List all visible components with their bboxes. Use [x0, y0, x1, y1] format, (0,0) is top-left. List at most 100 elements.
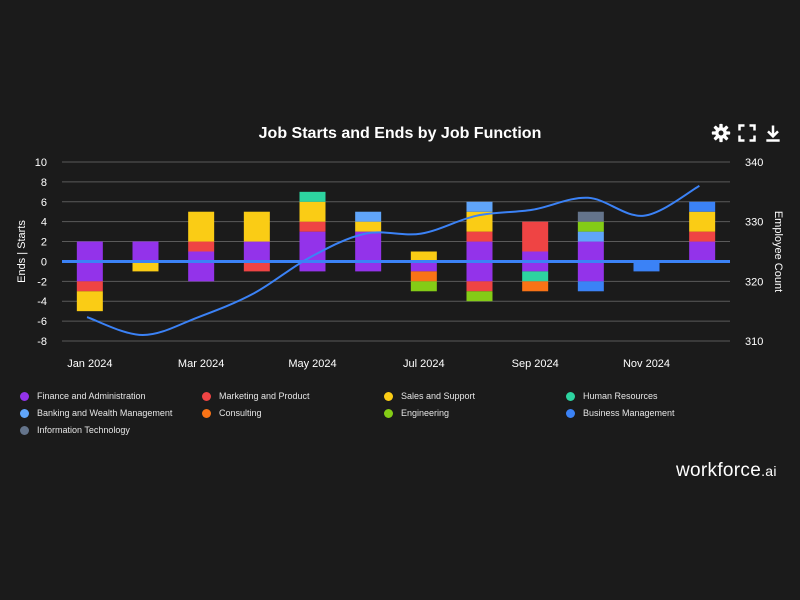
bar-segment[interactable] [188, 241, 215, 252]
bar-segment[interactable] [299, 221, 326, 232]
bar-segment[interactable] [466, 201, 493, 212]
bar-segment[interactable] [76, 261, 103, 282]
legend-item[interactable]: Banking and Wealth Management [20, 407, 202, 419]
legend-label: Finance and Administration [37, 391, 146, 401]
bar-segment[interactable] [577, 231, 604, 242]
brand-logo: workforce.ai [676, 460, 777, 482]
bar-segment[interactable] [76, 241, 103, 262]
y-tick-label: 2 [41, 237, 47, 249]
bar-segment[interactable] [466, 291, 493, 302]
legend-item[interactable]: Business Management [566, 407, 748, 419]
bar-segment[interactable] [355, 261, 382, 272]
y-tick-label: 4 [41, 217, 47, 229]
bar-segment[interactable] [299, 201, 326, 222]
bar-segment[interactable] [577, 211, 604, 222]
download-icon [766, 125, 780, 142]
bar-segment[interactable] [410, 251, 437, 262]
bar-segment[interactable] [577, 261, 604, 282]
legend-item[interactable]: Human Resources [566, 390, 748, 402]
legend-swatch [566, 408, 575, 418]
bar-segment[interactable] [522, 221, 549, 252]
y2-tick-label: 310 [745, 336, 763, 348]
legend-item[interactable]: Engineering [384, 407, 566, 419]
legend-swatch [566, 391, 575, 401]
bar-segment[interactable] [243, 241, 270, 262]
bar-segment[interactable] [689, 241, 716, 262]
bar-segment[interactable] [577, 281, 604, 292]
bar-segment[interactable] [522, 251, 549, 262]
fullscreen-icon [738, 124, 756, 142]
bar-segment[interactable] [689, 201, 716, 212]
bar-segment[interactable] [466, 261, 493, 282]
y-tick-label: 8 [41, 177, 47, 189]
y-tick-label: -8 [37, 336, 47, 348]
fullscreen-button[interactable] [736, 122, 758, 144]
settings-button[interactable] [710, 122, 732, 144]
x-tick-label: Sep 2024 [512, 358, 559, 370]
legend-item[interactable]: Finance and Administration [20, 390, 202, 402]
bar-segment[interactable] [355, 231, 382, 262]
y-tick-label: -2 [37, 276, 47, 288]
bar-segment[interactable] [522, 271, 549, 282]
legend-swatch [20, 425, 29, 435]
bar-segment[interactable] [577, 221, 604, 232]
bar-segment[interactable] [355, 221, 382, 232]
bar-segment[interactable] [410, 281, 437, 292]
bar-segment[interactable] [689, 211, 716, 232]
bar-segment[interactable] [132, 241, 159, 262]
y2-tick-label: 330 [745, 217, 763, 229]
y-tick-label: 6 [41, 197, 47, 209]
employee-count-line[interactable] [86, 184, 700, 337]
bar-segment[interactable] [522, 261, 549, 272]
x-tick-label: Mar 2024 [178, 358, 224, 370]
bar-segment[interactable] [299, 191, 326, 202]
legend-label: Information Technology [37, 425, 130, 435]
brand-suffix: .ai [761, 463, 777, 479]
y-tick-label: -4 [37, 296, 47, 308]
legend-label: Sales and Support [401, 391, 476, 401]
y-tick-label: 10 [35, 157, 47, 169]
legend-item[interactable]: Marketing and Product [202, 390, 384, 402]
bar-segment[interactable] [466, 281, 493, 292]
legend-swatch [202, 408, 211, 418]
legend-item[interactable]: Consulting [202, 407, 384, 419]
bar-segment[interactable] [76, 281, 103, 292]
legend-label: Consulting [219, 408, 262, 418]
bar-segment[interactable] [243, 261, 270, 272]
legend-item[interactable]: Information Technology [20, 424, 202, 436]
x-tick-label: Jan 2024 [67, 358, 112, 370]
legend-swatch [384, 408, 393, 418]
bar-segment[interactable] [299, 261, 326, 272]
legend-swatch [384, 391, 393, 401]
bar-segment[interactable] [355, 211, 382, 222]
bar-segment[interactable] [633, 261, 660, 272]
bar-segment[interactable] [466, 241, 493, 262]
bar-segment[interactable] [76, 291, 103, 312]
legend-swatch [20, 391, 29, 401]
bar-segment[interactable] [243, 211, 270, 242]
y2-tick-label: 340 [745, 157, 763, 169]
legend-label: Banking and Wealth Management [37, 408, 173, 418]
y-tick-label: 0 [41, 256, 47, 268]
legend-swatch [202, 391, 211, 401]
legend-item[interactable]: Sales and Support [384, 390, 566, 402]
bar-segment[interactable] [188, 211, 215, 242]
bar-segment[interactable] [410, 271, 437, 282]
bar-segment[interactable] [689, 231, 716, 242]
y-axis-title: Ends | Starts [16, 220, 28, 283]
bar-segment[interactable] [410, 261, 437, 272]
chart-title: Job Starts and Ends by Job Function [259, 125, 542, 142]
bar-segment[interactable] [132, 261, 159, 272]
legend-swatch [20, 408, 29, 418]
gear-icon [711, 123, 731, 143]
y2-axis-title: Employee Count [772, 211, 784, 292]
bar-segment[interactable] [577, 241, 604, 262]
legend-label: Human Resources [583, 391, 658, 401]
download-button[interactable] [762, 122, 784, 144]
bar-segment[interactable] [188, 261, 215, 282]
bar-segment[interactable] [522, 281, 549, 292]
x-tick-label: Nov 2024 [623, 358, 670, 370]
bar-segment[interactable] [188, 251, 215, 262]
bar-segment[interactable] [466, 231, 493, 242]
